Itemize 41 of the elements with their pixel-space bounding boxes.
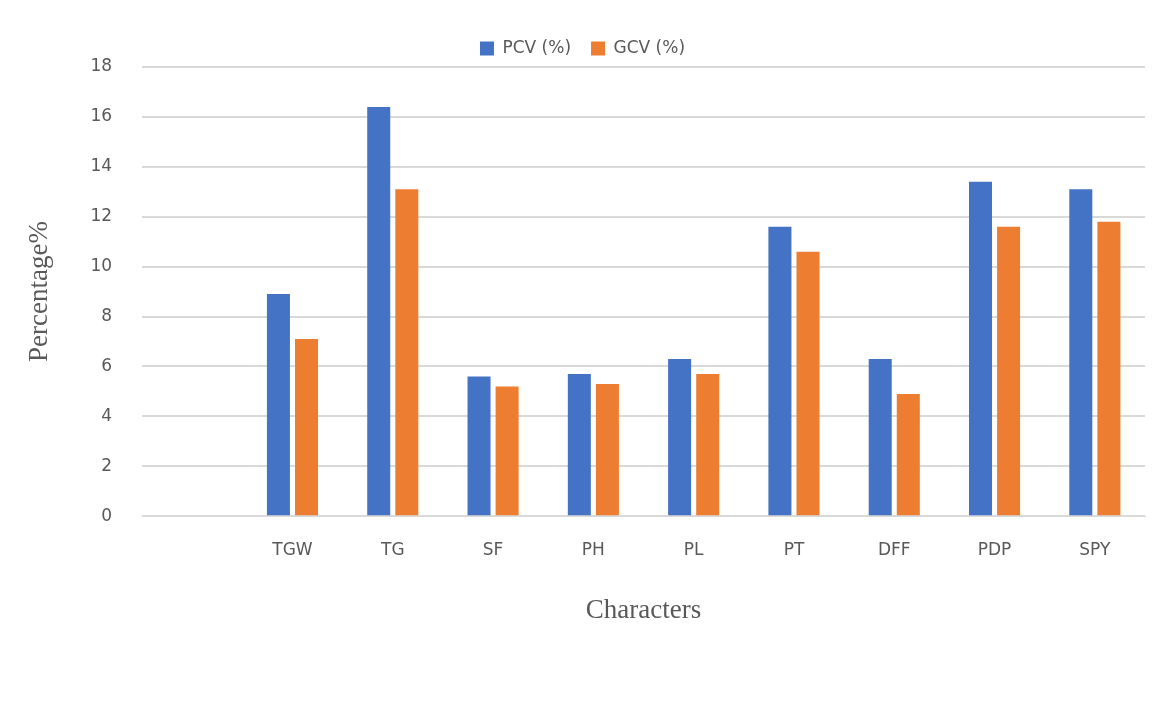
x-tick-label: PH	[581, 538, 605, 559]
x-tick-label: PDP	[977, 538, 1012, 559]
bar	[567, 373, 591, 516]
bar	[1069, 189, 1093, 516]
bar	[395, 189, 419, 516]
y-tick-label: 4	[101, 404, 113, 425]
y-tick-label: 12	[90, 205, 113, 226]
bar	[1097, 221, 1121, 516]
legend-label: PCV (%)	[502, 36, 572, 57]
x-axis-title: Characters	[585, 593, 702, 624]
y-tick-label: 6	[101, 354, 113, 375]
bar	[595, 383, 619, 516]
x-tick-label: PT	[783, 538, 805, 559]
bar	[969, 181, 993, 516]
bar	[668, 358, 692, 516]
bar	[495, 386, 519, 516]
bar	[266, 294, 290, 516]
y-tick-label: 16	[90, 105, 113, 126]
bar	[295, 339, 319, 516]
x-tick-label: PL	[683, 538, 705, 559]
y-tick-label: 10	[90, 255, 113, 276]
bar	[868, 358, 892, 516]
x-tick-label: SPY	[1079, 538, 1111, 559]
y-tick-label: 0	[101, 504, 113, 525]
bar	[896, 393, 920, 516]
bar	[796, 251, 820, 516]
y-tick-label: 2	[101, 454, 113, 475]
bar	[997, 226, 1021, 516]
bar	[768, 226, 792, 516]
x-tick-label: SF	[482, 538, 504, 559]
y-tick-label: 8	[101, 304, 113, 325]
x-tick-label: DFF	[877, 538, 911, 559]
x-tick-label: TG	[379, 538, 405, 559]
legend-label: GCV (%)	[613, 36, 686, 57]
bar	[367, 106, 391, 516]
bar	[467, 376, 491, 516]
y-tick-label: 18	[90, 55, 113, 76]
y-tick-label: 14	[90, 155, 113, 176]
y-axis-title: Percentage%	[23, 221, 54, 363]
x-tick-label: TGW	[271, 538, 313, 559]
bar	[696, 373, 720, 516]
